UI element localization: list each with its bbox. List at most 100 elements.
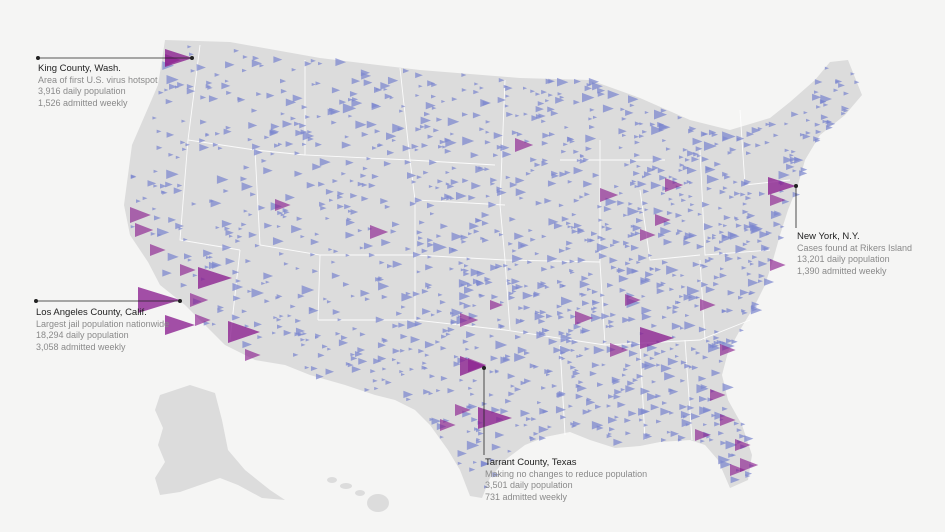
jail-marker: [238, 227, 243, 231]
jail-marker: [515, 334, 522, 340]
jail-marker: [688, 293, 699, 302]
jail-marker: [215, 131, 221, 136]
jail-marker: [295, 318, 302, 324]
jail-marker: [579, 354, 584, 358]
jail-marker: [381, 378, 386, 382]
jail-marker: [165, 181, 173, 188]
jail-marker: [301, 285, 315, 295]
jail-marker: [650, 181, 662, 190]
jail-marker: [628, 316, 636, 323]
jail-marker: [400, 333, 408, 340]
jail-marker: [700, 384, 708, 390]
jail-marker: [459, 301, 465, 306]
jail-marker: [294, 151, 300, 156]
jail-marker: [541, 234, 547, 239]
jail-marker: [525, 416, 532, 422]
jail-marker: [813, 90, 819, 94]
jail-marker: [625, 385, 636, 393]
jail-marker: [314, 335, 320, 339]
jail-marker: [747, 191, 753, 196]
jail-marker: [241, 182, 253, 191]
jail-marker: [630, 158, 637, 164]
jail-marker: [252, 143, 261, 150]
jail-marker: [391, 357, 397, 362]
jail-marker: [680, 360, 687, 365]
jail-marker: [672, 309, 678, 314]
jail-marker: [802, 133, 811, 140]
jail-marker: [473, 89, 480, 95]
jail-marker: [538, 318, 546, 325]
jail-marker: [548, 78, 556, 84]
jail-marker: [547, 425, 552, 429]
jail-marker: [707, 236, 712, 240]
jail-marker: [652, 155, 663, 163]
jail-marker: [591, 307, 596, 311]
jail-marker: [669, 411, 675, 415]
jail-marker: [581, 275, 589, 282]
jail-marker: [225, 229, 234, 236]
jail-marker: [719, 251, 724, 255]
jail-marker: [350, 355, 358, 361]
jail-marker: [733, 421, 740, 426]
jail-marker: [448, 246, 459, 254]
jail-marker: [247, 289, 252, 294]
jail-marker: [212, 142, 219, 147]
jail-marker: [579, 158, 587, 164]
jail-marker: [525, 171, 531, 176]
jail-marker: [410, 336, 421, 344]
jail-marker: [610, 312, 617, 318]
jail-marker: [833, 88, 839, 93]
annotation-title: Los Angeles County, Calif.: [36, 307, 147, 318]
jail-marker: [748, 292, 753, 296]
jail-marker: [523, 350, 530, 356]
jail-marker: [564, 170, 571, 175]
jail-marker: [401, 104, 406, 108]
jail-marker: [422, 361, 427, 365]
annotation-line: 3,058 admitted weekly: [36, 341, 126, 352]
jail-marker-medium: [180, 264, 196, 276]
jail-marker: [643, 171, 652, 178]
jail-marker-large: [460, 356, 486, 376]
jail-marker: [280, 88, 288, 94]
jail-marker: [556, 304, 562, 309]
jail-marker: [314, 232, 320, 236]
jail-marker: [511, 278, 520, 285]
jail-marker: [568, 404, 573, 408]
jail-marker: [152, 116, 157, 120]
annotation-title: New York, N.Y.: [797, 231, 860, 242]
annotation-new-york: New York, N.Y. Cases found at Rikers Isl…: [797, 231, 912, 277]
jail-marker: [503, 263, 508, 268]
jail-marker: [483, 485, 489, 489]
jail-marker: [634, 184, 639, 189]
jail-marker: [629, 103, 635, 108]
jail-marker: [670, 430, 680, 437]
jail-marker: [652, 165, 659, 171]
jail-marker: [627, 380, 635, 386]
jail-marker: [739, 289, 749, 296]
jail-marker: [475, 165, 486, 174]
jail-marker: [746, 272, 752, 276]
jail-marker: [620, 107, 626, 112]
jail-marker: [431, 82, 438, 88]
jail-marker: [573, 99, 580, 105]
jail-marker: [381, 238, 391, 247]
jail-marker: [332, 179, 338, 184]
jail-marker: [696, 384, 709, 394]
jail-marker-medium: [770, 194, 786, 206]
jail-marker: [758, 191, 766, 197]
jail-marker: [497, 188, 507, 197]
jail-marker: [580, 155, 585, 159]
jail-marker: [473, 229, 480, 234]
hawaii-shape: [327, 477, 389, 512]
jail-marker: [162, 190, 168, 195]
jail-marker: [727, 231, 738, 239]
jail-marker: [259, 63, 265, 68]
jail-marker: [657, 167, 666, 174]
jail-marker: [679, 192, 685, 197]
jail-marker: [276, 225, 281, 229]
jail-marker-medium: [455, 404, 471, 416]
jail-marker: [803, 111, 808, 115]
jail-marker: [684, 321, 696, 330]
jail-marker: [331, 120, 337, 125]
jail-marker: [278, 142, 283, 146]
